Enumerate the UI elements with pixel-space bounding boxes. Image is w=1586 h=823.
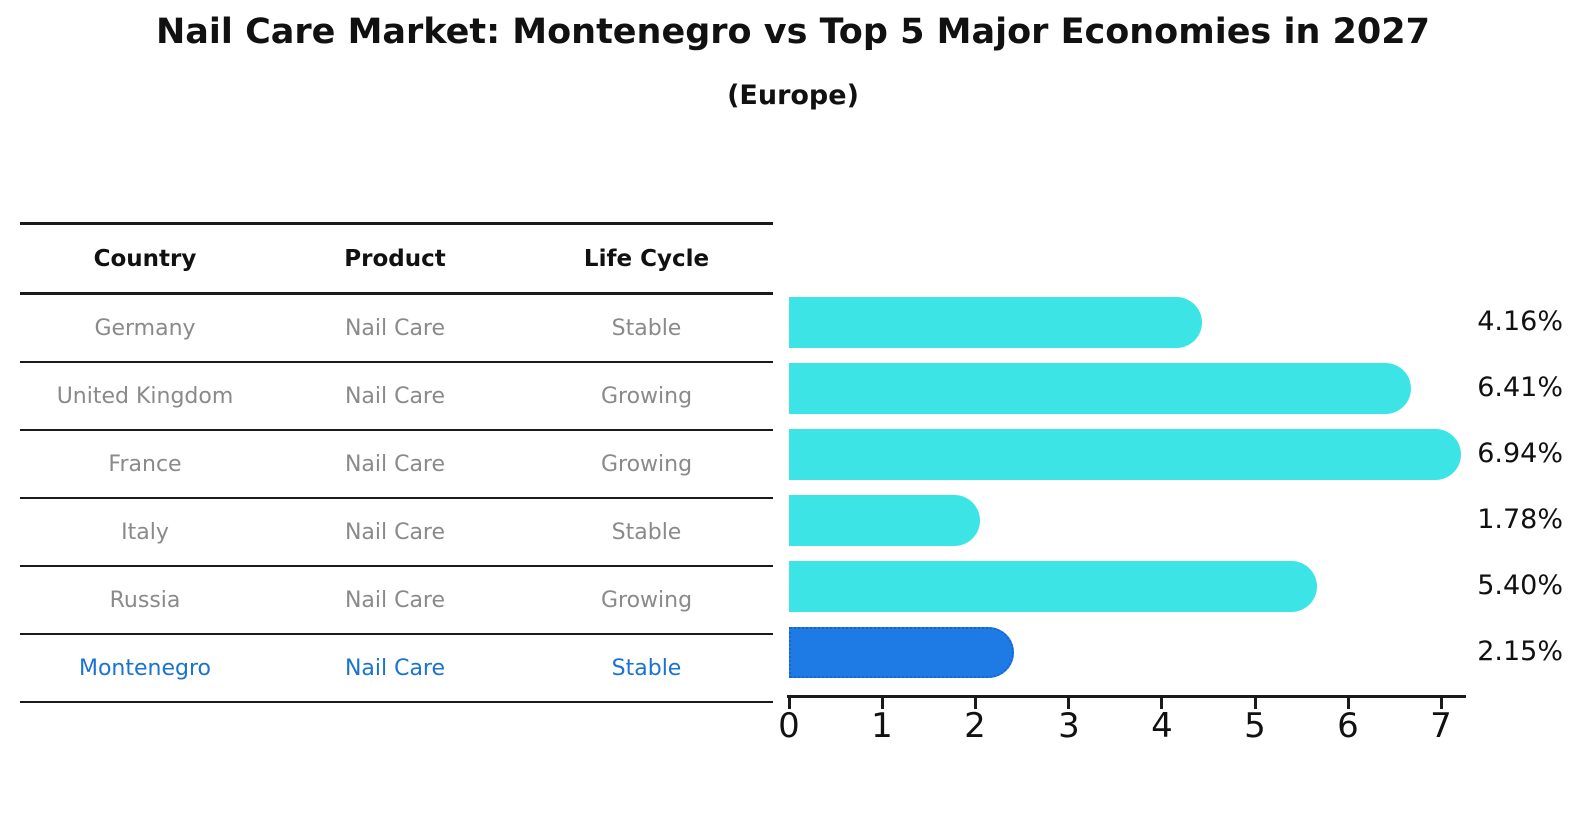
chart-title: Nail Care Market: Montenegro vs Top 5 Ma… xyxy=(156,12,1430,52)
cell-product: Nail Care xyxy=(344,519,446,545)
table-row-montenegro: Montenegro Nail Care Stable xyxy=(20,635,773,703)
x-axis-tick-label: 5 xyxy=(1244,706,1266,746)
x-axis-tick xyxy=(1160,698,1163,709)
table-header-row: Country Product Life Cycle xyxy=(20,222,773,295)
data-table: Country Product Life Cycle Germany Nail … xyxy=(20,222,773,703)
cell-product: Nail Care xyxy=(344,655,446,681)
x-axis-tick-label: 2 xyxy=(964,706,986,746)
cell-product: Nail Care xyxy=(344,315,446,341)
x-axis-tick xyxy=(881,698,884,709)
bar-italy xyxy=(789,494,980,546)
cell-country: Italy xyxy=(121,519,169,545)
bar-value-label-germany: 4.16% xyxy=(1477,306,1563,337)
cell-product: Nail Care xyxy=(344,587,446,613)
bar-value-label-italy: 1.78% xyxy=(1477,504,1563,535)
column-header-product: Product xyxy=(344,245,446,272)
x-axis-tick-label: 0 xyxy=(778,706,800,746)
bar-germany xyxy=(789,296,1202,348)
x-axis-tick xyxy=(1067,698,1070,709)
bar-montenegro xyxy=(789,626,1014,678)
bar-france xyxy=(789,428,1461,480)
x-axis-tick xyxy=(788,698,791,709)
x-axis-tick-label: 1 xyxy=(871,706,893,746)
x-axis-tick xyxy=(1440,698,1443,709)
bar-value-label-montenegro: 2.15% xyxy=(1477,636,1563,667)
x-axis-tick xyxy=(1347,698,1350,709)
x-axis-line xyxy=(787,695,1466,698)
cell-country: France xyxy=(108,451,182,477)
table-row-italy: Italy Nail Care Stable xyxy=(20,499,773,567)
cell-country: Montenegro xyxy=(78,655,211,681)
cell-product: Nail Care xyxy=(344,451,446,477)
cell-life-cycle: Stable xyxy=(611,655,682,681)
cell-country: Russia xyxy=(109,587,181,613)
table-row-france: France Nail Care Growing xyxy=(20,431,773,499)
bar-value-label-russia: 5.40% xyxy=(1477,570,1563,601)
table-row-russia: Russia Nail Care Growing xyxy=(20,567,773,635)
table-row-united-kingdom: United Kingdom Nail Care Growing xyxy=(20,363,773,431)
cell-life-cycle: Growing xyxy=(600,383,693,409)
x-axis-tick xyxy=(1254,698,1257,709)
column-header-country: Country xyxy=(93,245,197,272)
x-axis-tick xyxy=(974,698,977,709)
cell-product: Nail Care xyxy=(344,383,446,409)
cell-country: Germany xyxy=(94,315,196,341)
cell-life-cycle: Stable xyxy=(611,519,682,545)
x-axis-tick-label: 3 xyxy=(1058,706,1080,746)
bar-united-kingdom xyxy=(789,362,1411,414)
bar-russia xyxy=(789,560,1317,612)
bar-value-label-france: 6.94% xyxy=(1477,438,1563,469)
cell-life-cycle: Stable xyxy=(611,315,682,341)
cell-life-cycle: Growing xyxy=(600,587,693,613)
x-axis-tick-label: 6 xyxy=(1337,706,1359,746)
column-header-life-cycle: Life Cycle xyxy=(583,245,710,272)
table-row-germany: Germany Nail Care Stable xyxy=(20,295,773,363)
chart-subtitle: (Europe) xyxy=(727,80,859,111)
x-axis-tick-label: 4 xyxy=(1151,706,1173,746)
x-axis-tick-label: 7 xyxy=(1430,706,1452,746)
bar-value-label-united-kingdom: 6.41% xyxy=(1477,372,1563,403)
cell-country: United Kingdom xyxy=(56,383,234,409)
cell-life-cycle: Growing xyxy=(600,451,693,477)
